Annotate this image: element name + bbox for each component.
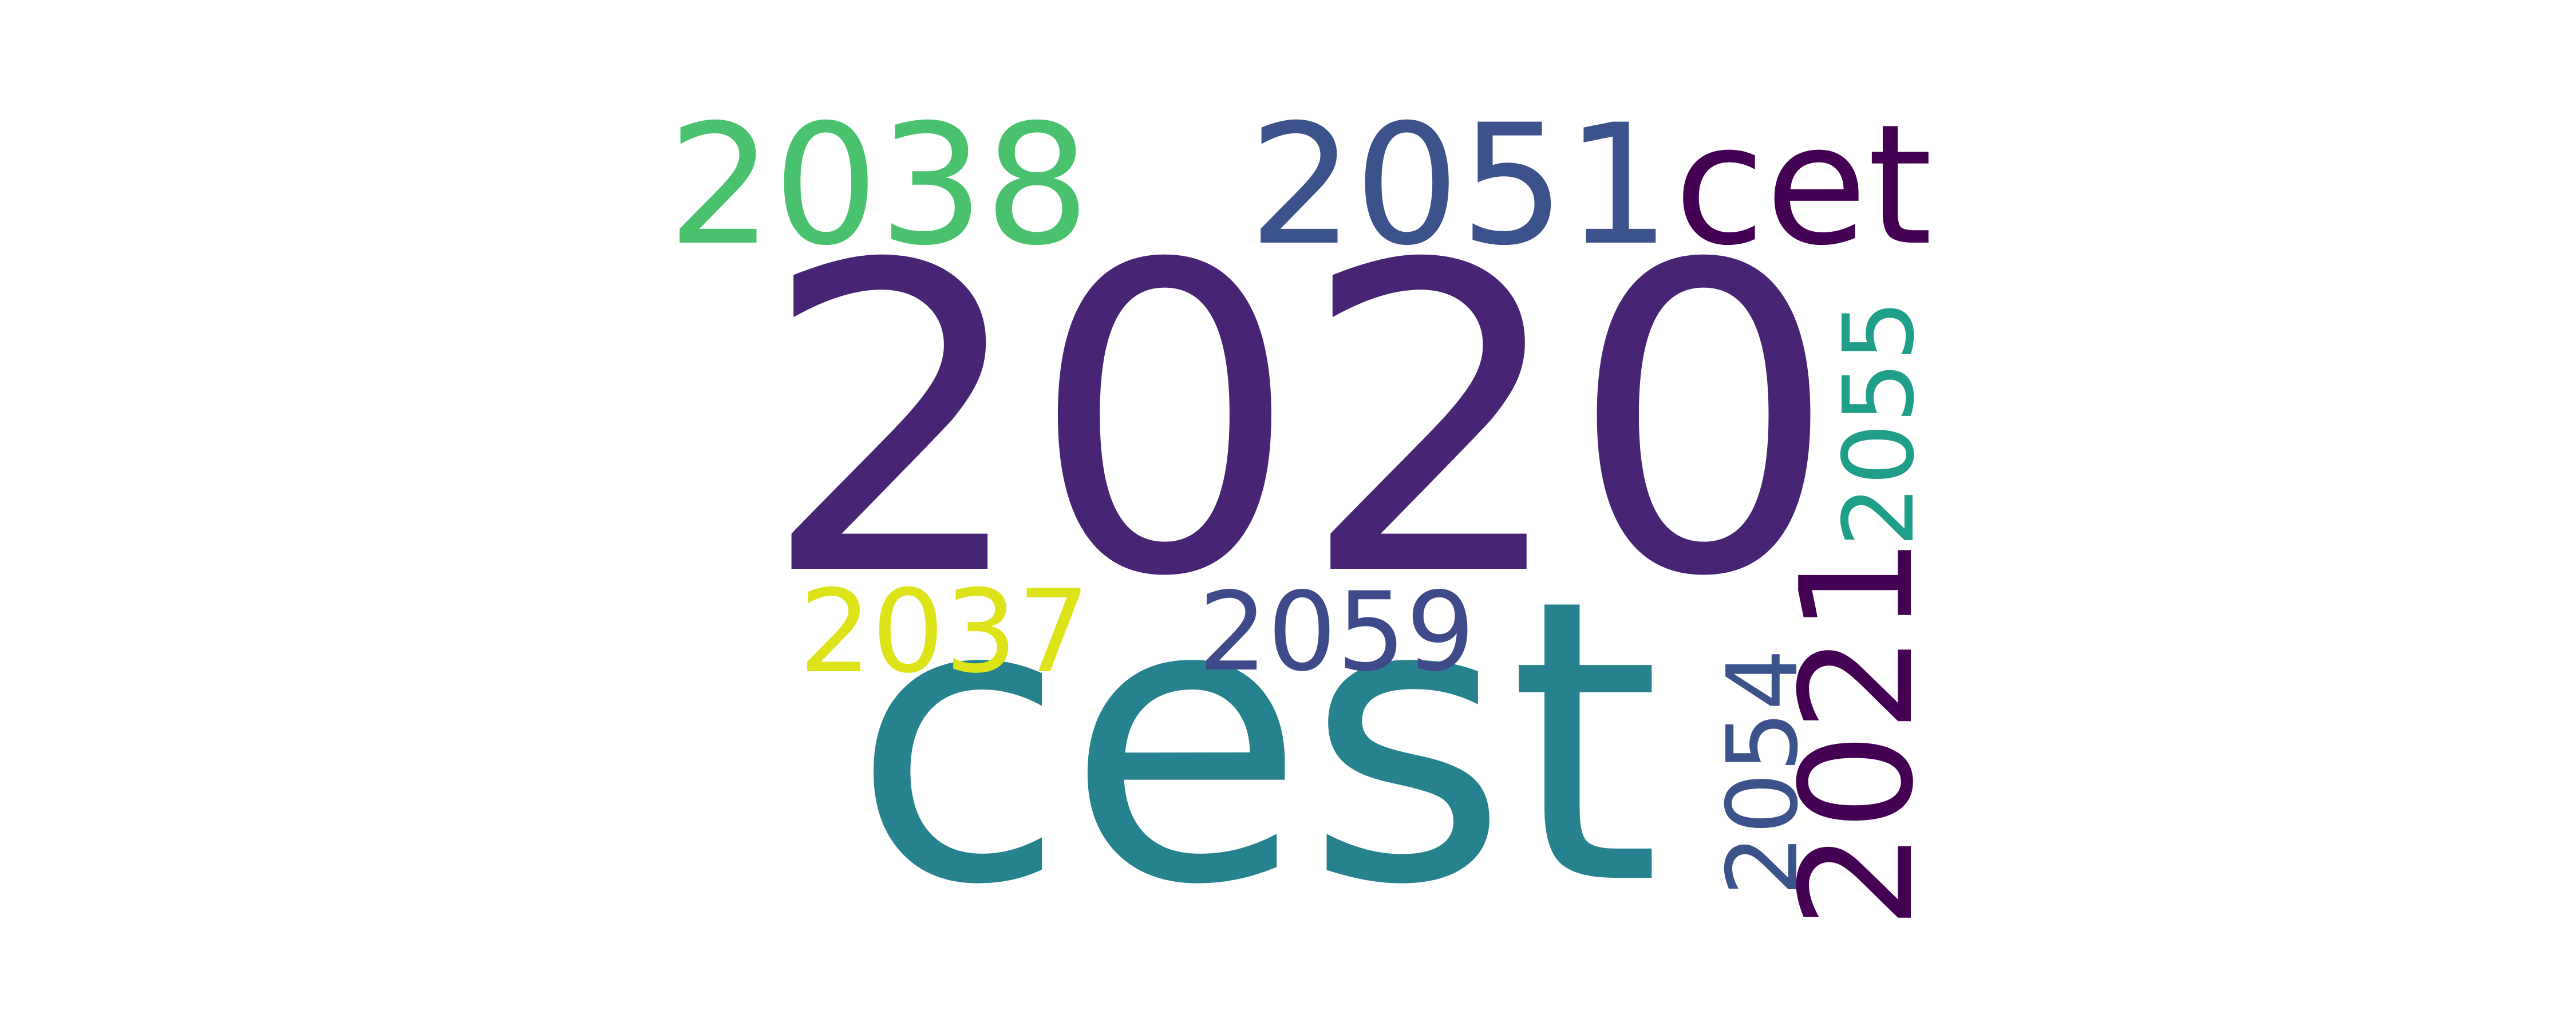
word-2051: 2051 [1248,89,1672,282]
word-cest: cest [852,517,1661,970]
word-2020: 2020 [760,176,1839,669]
word-2055: 2055 [1823,299,1936,548]
word-2059: 2059 [1198,569,1475,695]
word-2037: 2037 [799,565,1091,699]
word-2054: 2054 [1706,648,1820,897]
word-2038: 2038 [667,89,1091,282]
word-cet: cet [1674,89,1933,282]
